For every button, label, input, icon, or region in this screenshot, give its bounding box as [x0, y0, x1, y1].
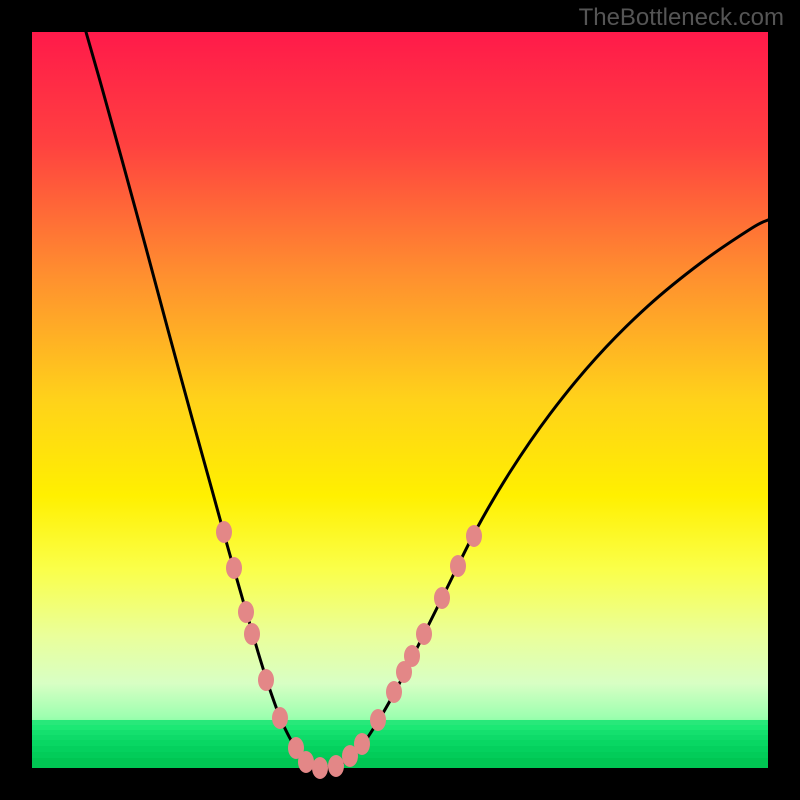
curve-marker — [238, 601, 254, 623]
curve-marker — [416, 623, 432, 645]
curve-marker — [450, 555, 466, 577]
curve-marker — [272, 707, 288, 729]
curve-marker — [434, 587, 450, 609]
curve-marker — [328, 755, 344, 777]
curve-marker — [354, 733, 370, 755]
curve-marker — [466, 525, 482, 547]
curve-marker — [298, 751, 314, 773]
curve-marker — [244, 623, 260, 645]
curve-overlay — [0, 0, 800, 800]
watermark-text: TheBottleneck.com — [579, 4, 784, 32]
curve-marker — [370, 709, 386, 731]
left-curve — [86, 32, 326, 768]
curve-marker — [226, 557, 242, 579]
curve-marker — [312, 757, 328, 779]
curve-marker — [404, 645, 420, 667]
chart-root: TheBottleneck.com — [0, 0, 800, 800]
curve-marker — [386, 681, 402, 703]
curve-marker — [258, 669, 274, 691]
curve-marker — [216, 521, 232, 543]
